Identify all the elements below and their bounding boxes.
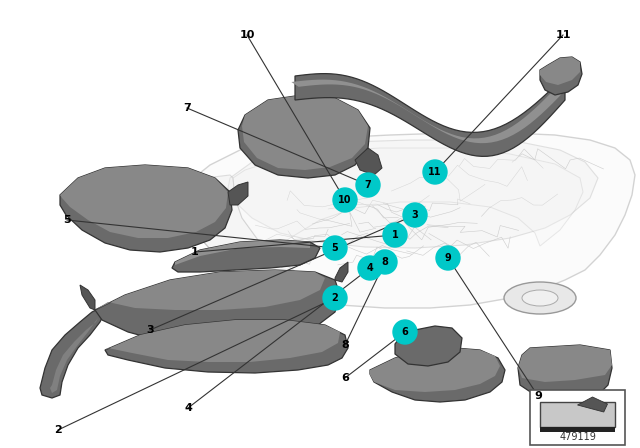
Ellipse shape [504, 282, 576, 314]
Polygon shape [291, 80, 568, 143]
Text: 3: 3 [412, 210, 419, 220]
Polygon shape [238, 95, 370, 178]
Text: 7: 7 [365, 180, 371, 190]
Circle shape [323, 286, 347, 310]
Polygon shape [577, 397, 607, 412]
Text: 8: 8 [381, 257, 388, 267]
Polygon shape [80, 285, 95, 310]
Text: 6: 6 [402, 327, 408, 337]
Text: 8: 8 [341, 340, 349, 350]
Text: 5: 5 [63, 215, 71, 225]
Text: 6: 6 [341, 373, 349, 383]
Text: 11: 11 [428, 167, 442, 177]
Circle shape [358, 256, 382, 280]
Circle shape [403, 203, 427, 227]
Polygon shape [60, 165, 232, 252]
Circle shape [333, 188, 357, 212]
Circle shape [323, 236, 347, 260]
Text: 479119: 479119 [559, 432, 596, 442]
Polygon shape [50, 318, 98, 393]
Polygon shape [175, 240, 310, 265]
Text: 2: 2 [54, 425, 62, 435]
Polygon shape [184, 175, 300, 298]
Polygon shape [335, 262, 348, 282]
Circle shape [383, 223, 407, 247]
Text: 9: 9 [534, 391, 542, 401]
Text: 5: 5 [332, 243, 339, 253]
Polygon shape [184, 133, 635, 308]
Ellipse shape [250, 300, 286, 316]
Polygon shape [540, 57, 580, 85]
Text: 7: 7 [183, 103, 191, 113]
Ellipse shape [522, 290, 558, 306]
Polygon shape [95, 270, 340, 345]
Text: 10: 10 [239, 30, 255, 40]
FancyBboxPatch shape [540, 402, 615, 427]
Polygon shape [395, 326, 462, 366]
Text: 1: 1 [392, 230, 398, 240]
Circle shape [436, 246, 460, 270]
Polygon shape [540, 57, 582, 95]
Polygon shape [518, 345, 612, 398]
Polygon shape [105, 320, 348, 373]
Polygon shape [228, 182, 248, 205]
Text: 4: 4 [184, 403, 192, 413]
Polygon shape [60, 165, 228, 238]
Polygon shape [540, 427, 615, 432]
Polygon shape [233, 148, 583, 252]
Polygon shape [295, 73, 565, 156]
Circle shape [356, 173, 380, 197]
Ellipse shape [232, 292, 304, 324]
Polygon shape [95, 270, 325, 310]
Polygon shape [40, 308, 105, 398]
Text: 2: 2 [332, 293, 339, 303]
Text: 11: 11 [556, 30, 571, 40]
Polygon shape [518, 345, 612, 382]
Circle shape [373, 250, 397, 274]
Polygon shape [172, 240, 320, 272]
Text: 10: 10 [339, 195, 352, 205]
FancyBboxPatch shape [530, 390, 625, 445]
Text: 3: 3 [146, 325, 154, 335]
Polygon shape [242, 95, 368, 170]
Circle shape [423, 160, 447, 184]
Text: 4: 4 [367, 263, 373, 273]
Polygon shape [370, 348, 505, 402]
Circle shape [393, 320, 417, 344]
Polygon shape [228, 140, 598, 248]
Text: 9: 9 [445, 253, 451, 263]
Polygon shape [355, 148, 382, 175]
Polygon shape [370, 348, 500, 392]
Text: 1: 1 [191, 247, 199, 257]
Polygon shape [105, 320, 340, 362]
